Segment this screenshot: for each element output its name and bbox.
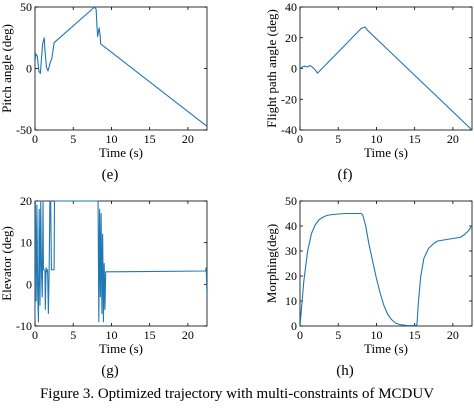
panel-label-f: (f) — [337, 167, 353, 183]
y-tick-label-h-0: 0 — [291, 319, 297, 333]
panel-label-g: (g) — [101, 363, 119, 379]
y-tick-label-f-3: 20 — [285, 31, 297, 45]
x-tick-label-e-1: 5 — [70, 132, 76, 146]
x-tick-label-h-3: 15 — [409, 328, 421, 342]
y-tick-label-e-0: -50 — [16, 123, 32, 137]
panel-label-e: (e) — [101, 167, 119, 183]
y-axis-label-g: Elevator (deg) — [0, 226, 14, 301]
x-tick-label-f-2: 10 — [370, 132, 382, 146]
y-tick-label-f-2: 0 — [291, 62, 297, 76]
y-tick-label-h-3: 30 — [285, 244, 297, 258]
x-tick-label-e-3: 15 — [144, 132, 156, 146]
figure-caption: Figure 3. Optimized trajectory with mult… — [39, 386, 435, 402]
y-tick-label-f-4: 40 — [285, 0, 297, 14]
x-axis-label-h: Time (s) — [364, 341, 408, 356]
series-line-g-0 — [35, 200, 207, 323]
y-tick-label-g-3: 20 — [20, 194, 32, 208]
x-tick-label-e-4: 20 — [182, 132, 194, 146]
plot-frame-f — [299, 6, 473, 131]
series-line-f-0 — [300, 26, 472, 131]
x-tick-label-f-0: 0 — [297, 132, 303, 146]
x-tick-label-g-3: 15 — [144, 328, 156, 342]
x-tick-label-e-0: 0 — [32, 132, 38, 146]
y-tick-label-h-4: 40 — [285, 219, 297, 233]
plot-frame-h — [299, 200, 473, 327]
x-tick-label-f-4: 20 — [447, 132, 459, 146]
x-tick-label-f-1: 5 — [335, 132, 341, 146]
y-axis-label-e: Pitch angle (deg) — [0, 24, 14, 113]
y-tick-label-g-0: -10 — [16, 319, 32, 333]
x-tick-label-e-2: 10 — [105, 132, 117, 146]
y-tick-label-g-1: 0 — [26, 277, 32, 291]
y-tick-label-e-2: 50 — [20, 0, 32, 14]
y-axis-label-h: Morphing(deg) — [264, 224, 279, 303]
x-axis-label-g: Time (s) — [99, 341, 143, 356]
plot-frame-e — [34, 6, 208, 131]
x-axis-label-e: Time (s) — [99, 145, 143, 160]
x-tick-label-f-3: 15 — [409, 132, 421, 146]
series-line-e-0 — [35, 6, 207, 127]
y-tick-label-h-1: 10 — [285, 294, 297, 308]
x-tick-label-g-1: 5 — [70, 328, 76, 342]
series-line-h-0 — [300, 212, 472, 327]
plot-frame-g — [34, 200, 208, 327]
x-tick-label-g-2: 10 — [105, 328, 117, 342]
x-tick-label-g-0: 0 — [32, 328, 38, 342]
x-tick-label-h-2: 10 — [370, 328, 382, 342]
y-tick-label-f-1: -20 — [281, 92, 297, 106]
x-tick-label-h-1: 5 — [335, 328, 341, 342]
y-tick-label-e-1: 0 — [26, 62, 32, 76]
x-tick-label-g-4: 20 — [182, 328, 194, 342]
y-tick-label-f-0: -40 — [281, 123, 297, 137]
y-tick-label-h-5: 50 — [285, 194, 297, 208]
y-tick-label-h-2: 20 — [285, 269, 297, 283]
x-axis-label-f: Time (s) — [364, 145, 408, 160]
y-axis-label-f: Flight path angle (deg) — [264, 9, 279, 128]
y-tick-label-g-2: 10 — [20, 236, 32, 250]
x-tick-label-h-0: 0 — [297, 328, 303, 342]
panel-label-h: (h) — [336, 363, 354, 379]
x-tick-label-h-4: 20 — [447, 328, 459, 342]
